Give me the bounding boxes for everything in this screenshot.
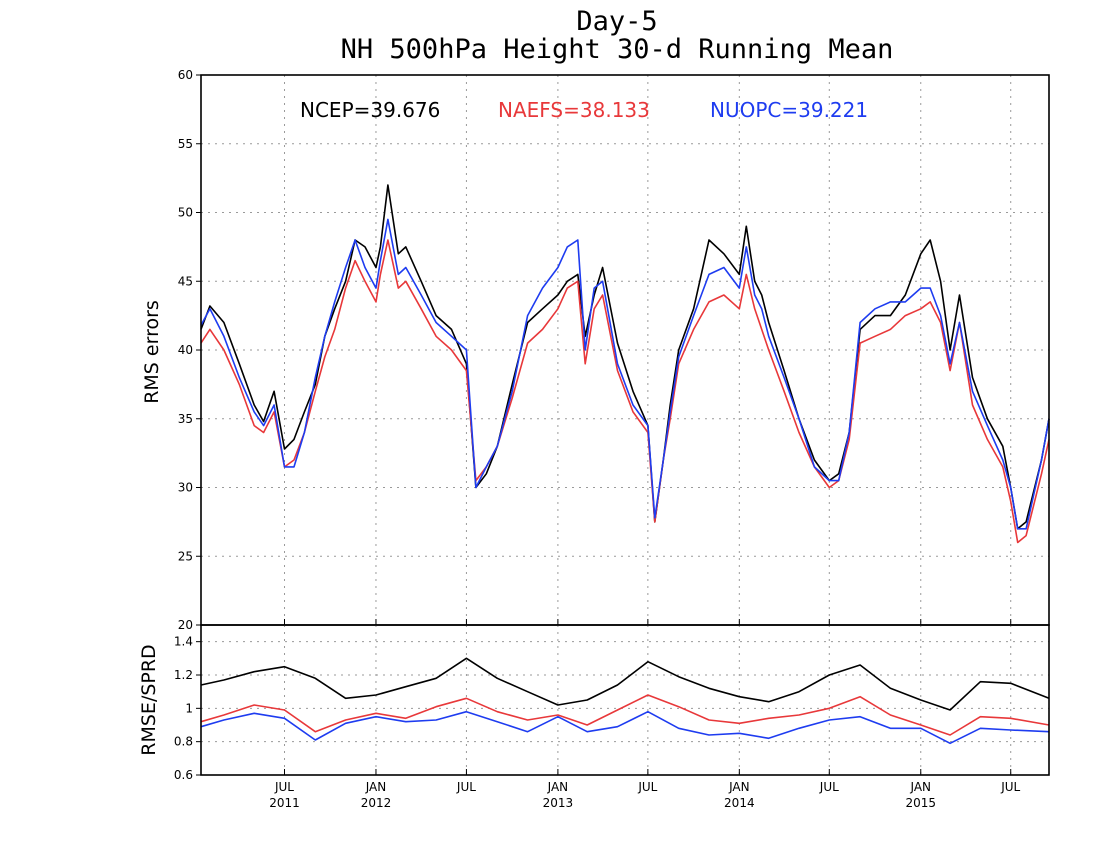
legend-ncep: NCEP=39.676 xyxy=(300,98,440,122)
series-line-naefs xyxy=(200,239,1050,544)
x-tick-label: JUL xyxy=(637,780,657,794)
series-line-ncep xyxy=(200,184,1050,530)
x-tick-label: JAN xyxy=(909,780,931,794)
x-tick-year-label: 2011 xyxy=(269,796,300,810)
x-tick-label: JAN xyxy=(728,780,750,794)
series-line-nuopc xyxy=(200,218,1050,530)
y-tick-label: 1.2 xyxy=(174,668,193,682)
chart-subtitle: NH 500hPa Height 30-d Running Mean xyxy=(341,34,894,65)
y-tick-label: 35 xyxy=(178,412,193,426)
series-line-naefs xyxy=(200,694,1050,736)
x-tick-year-label: 2012 xyxy=(361,796,392,810)
rmse-sprd-panel: 0.6 0.8 1 1.2 1.4 RMSE/SPRD JUL 2011 JAN 2012 JUL J… xyxy=(138,624,1050,810)
y-tick-label: 1 xyxy=(185,701,193,715)
series-line-ncep xyxy=(200,657,1050,711)
series-line-nuopc xyxy=(200,710,1050,745)
y-tick-label: 20 xyxy=(178,618,193,632)
y-tick-label: 60 xyxy=(178,68,193,82)
y-tick-label: 0.8 xyxy=(174,735,193,749)
chart-title: Day-5 xyxy=(576,6,657,37)
plot-frame xyxy=(200,624,1050,776)
x-tick-year-label: 2014 xyxy=(724,796,755,810)
y-tick-label: 55 xyxy=(178,137,193,151)
x-tick-label: JAN xyxy=(365,780,387,794)
y-axis-label: RMS errors xyxy=(141,300,163,404)
x-tick-label: JUL xyxy=(1000,780,1020,794)
legend-nuopc: NUOPC=39.221 xyxy=(710,98,868,122)
x-tick-label: JUL xyxy=(456,780,476,794)
x-tick-label: JUL xyxy=(819,780,839,794)
y-tick-label: 0.6 xyxy=(174,768,193,782)
legend-naefs: NAEFS=38.133 xyxy=(498,98,650,122)
y-tick-label: 1.4 xyxy=(174,635,193,649)
rms-errors-panel: 20 25 30 35 40 45 50 55 60 RMS errors xyxy=(141,68,1050,632)
y-tick-label: 45 xyxy=(178,274,193,288)
legend: NCEP=39.676 NAEFS=38.133 NUOPC=39.221 xyxy=(300,98,868,122)
y-tick-label: 40 xyxy=(178,343,193,357)
y-tick-label: 50 xyxy=(178,206,193,220)
y-tick-label: 25 xyxy=(178,549,193,563)
x-tick-year-label: 2013 xyxy=(543,796,574,810)
x-tick-label: JAN xyxy=(547,780,569,794)
x-tick-year-label: 2015 xyxy=(905,796,936,810)
y-axis-label: RMSE/SPRD xyxy=(138,644,160,755)
y-tick-label: 30 xyxy=(178,481,193,495)
x-tick-label: JUL xyxy=(274,780,294,794)
